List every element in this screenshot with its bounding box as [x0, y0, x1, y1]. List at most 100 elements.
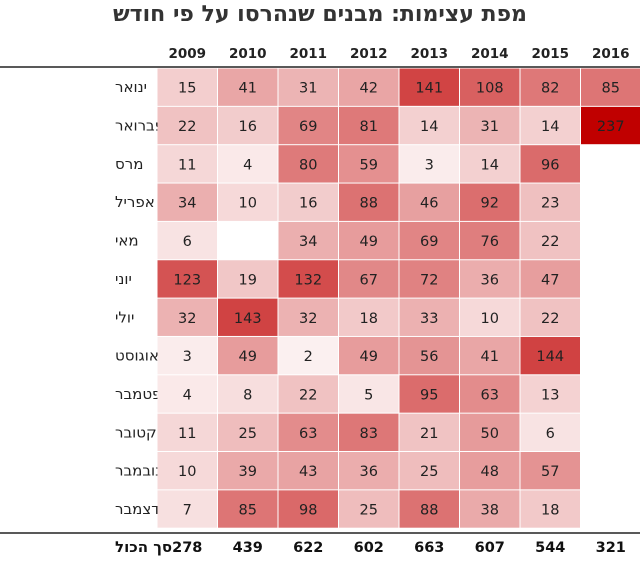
heatmap-cell: [520, 106, 580, 145]
cell-value-label: 85: [239, 503, 257, 519]
cell-value-label: 141: [415, 81, 443, 97]
cell-value-label: 49: [360, 234, 378, 250]
heatmap-cell: [157, 298, 217, 336]
cell-value-label: 98: [299, 503, 317, 519]
cell-value-label: 2: [304, 349, 313, 365]
heatmap-cell: [157, 490, 217, 528]
cell-value-label: 36: [481, 272, 499, 288]
heatmap-cell: [339, 145, 399, 183]
heatmap-cell: [278, 490, 338, 528]
month-label: יולי: [115, 308, 134, 326]
cell-value-label: 49: [360, 349, 378, 365]
cell-value-label: 14: [420, 119, 438, 135]
cell-value-label: 11: [178, 157, 196, 173]
heatmap-cell: [157, 336, 217, 375]
heatmap-cell: [399, 106, 459, 145]
cell-value-label: 32: [178, 311, 196, 327]
heatmap-cell: [218, 106, 278, 145]
cell-value-label: 123: [173, 272, 201, 288]
cell-value-label: 92: [481, 196, 499, 212]
heatmap-cell: [157, 375, 217, 413]
cell-value-label: 15: [178, 81, 196, 97]
month-label: נובמבר: [115, 462, 161, 480]
heatmap-cell: [339, 298, 399, 336]
heatmap-cell: [157, 145, 217, 183]
cell-value-label: 3: [183, 349, 192, 365]
heatmap-cell: [399, 260, 459, 298]
cell-value-label: 34: [299, 234, 317, 250]
cell-value-label: 95: [420, 387, 438, 403]
cell-value-label: 25: [420, 464, 438, 480]
heatmap-cell: [278, 183, 338, 221]
cell-value-label: 237: [597, 119, 625, 135]
heatmap-cell: [399, 183, 459, 221]
cell-value-label: 63: [481, 387, 499, 403]
heatmap-cell: [520, 260, 580, 298]
heatmap-cell: [460, 298, 520, 336]
heatmap-cell: [460, 106, 520, 145]
cell-value-label: 108: [476, 81, 504, 97]
cell-value-label: 13: [541, 387, 559, 403]
cell-value-label: 88: [420, 503, 438, 519]
cell-value-label: 69: [299, 119, 317, 135]
heatmap-cell: [520, 68, 580, 106]
cell-value-label: 144: [536, 349, 564, 365]
cell-value-label: 33: [420, 311, 438, 327]
cell-value-label: 6: [183, 234, 192, 250]
year-header: 2013: [410, 46, 448, 62]
heatmap-cell: [157, 106, 217, 145]
heatmap-cell: [520, 183, 580, 221]
total-value: 663: [414, 540, 444, 556]
cell-value-label: 22: [541, 311, 559, 327]
cell-value-label: 41: [481, 349, 499, 365]
heatmap-cell: [460, 336, 520, 375]
heatmap-cell: [460, 413, 520, 451]
heatmap-cell: [520, 452, 580, 490]
heatmap-cell: [218, 68, 278, 106]
cell-value-label: 76: [481, 234, 499, 250]
cell-value-label: 22: [178, 119, 196, 135]
totals-label: סך הכול: [115, 538, 172, 556]
cell-value-label: 19: [239, 272, 257, 288]
cell-value-label: 36: [360, 464, 378, 480]
cell-value-label: 14: [541, 119, 559, 135]
year-header: 2010: [229, 46, 267, 62]
cell-value-label: 16: [299, 196, 317, 212]
heatmap-cell: [339, 183, 399, 221]
heatmap-cell: [218, 298, 278, 336]
heatmap-cell: [399, 490, 459, 528]
chart-title: מפת עצימות: מבנים שנהרסו על פי חודש: [113, 2, 527, 27]
month-label: יוני: [115, 270, 132, 288]
heatmap-cell: [460, 490, 520, 528]
heatmap-cell: [460, 68, 520, 106]
cell-value-label: 32: [299, 311, 317, 327]
heatmap-cell: [339, 221, 399, 260]
cell-value-label: 38: [481, 503, 499, 519]
month-label: דצמבר: [115, 500, 159, 518]
month-label: ספטמבר: [115, 385, 171, 403]
total-value: 622: [293, 540, 323, 556]
cell-value-label: 4: [243, 157, 252, 173]
total-value: 278: [172, 540, 202, 556]
heatmap-cell: [218, 452, 278, 490]
total-value: 607: [475, 540, 505, 556]
cell-value-label: 16: [239, 119, 257, 135]
heatmap-cell: [218, 145, 278, 183]
heatmap-cell: [520, 490, 580, 528]
cell-value-label: 10: [178, 464, 196, 480]
year-header: 2011: [289, 46, 327, 62]
total-value: 602: [354, 540, 384, 556]
heatmap-cell: [520, 375, 580, 413]
heatmap-cell: [278, 452, 338, 490]
heatmap-cell: [157, 452, 217, 490]
heatmap-cell: [278, 375, 338, 413]
heatmap-cell: [157, 183, 217, 221]
cell-value-label: 5: [364, 387, 373, 403]
heatmap-cell: [339, 68, 399, 106]
heatmap-cell: [218, 336, 278, 375]
year-header: 2009: [168, 46, 206, 62]
cell-value-label: 21: [420, 426, 438, 442]
cell-value-label: 22: [541, 234, 559, 250]
cell-value-label: 83: [360, 426, 378, 442]
heatmap-cell: [339, 490, 399, 528]
